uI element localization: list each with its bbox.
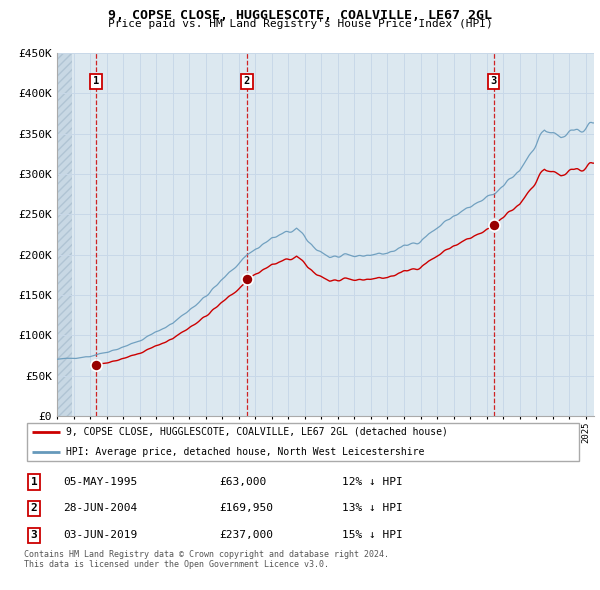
FancyBboxPatch shape bbox=[27, 423, 579, 461]
Text: Contains HM Land Registry data © Crown copyright and database right 2024.
This d: Contains HM Land Registry data © Crown c… bbox=[24, 550, 389, 569]
Text: £63,000: £63,000 bbox=[220, 477, 266, 487]
Text: 13% ↓ HPI: 13% ↓ HPI bbox=[342, 503, 403, 513]
Text: £169,950: £169,950 bbox=[220, 503, 273, 513]
Text: 3: 3 bbox=[31, 530, 37, 540]
Bar bbox=[57, 53, 72, 416]
Text: 05-MAY-1995: 05-MAY-1995 bbox=[63, 477, 137, 487]
Text: 28-JUN-2004: 28-JUN-2004 bbox=[63, 503, 137, 513]
Text: 3: 3 bbox=[490, 76, 497, 86]
Text: HPI: Average price, detached house, North West Leicestershire: HPI: Average price, detached house, Nort… bbox=[66, 447, 424, 457]
Text: 03-JUN-2019: 03-JUN-2019 bbox=[63, 530, 137, 540]
Text: 2: 2 bbox=[244, 76, 250, 86]
Text: Price paid vs. HM Land Registry's House Price Index (HPI): Price paid vs. HM Land Registry's House … bbox=[107, 19, 493, 30]
Text: 12% ↓ HPI: 12% ↓ HPI bbox=[342, 477, 403, 487]
Text: 9, COPSE CLOSE, HUGGLESCOTE, COALVILLE, LE67 2GL: 9, COPSE CLOSE, HUGGLESCOTE, COALVILLE, … bbox=[108, 9, 492, 22]
Text: 15% ↓ HPI: 15% ↓ HPI bbox=[342, 530, 403, 540]
Text: 1: 1 bbox=[31, 477, 37, 487]
Text: 2: 2 bbox=[31, 503, 37, 513]
Text: £237,000: £237,000 bbox=[220, 530, 273, 540]
Text: 9, COPSE CLOSE, HUGGLESCOTE, COALVILLE, LE67 2GL (detached house): 9, COPSE CLOSE, HUGGLESCOTE, COALVILLE, … bbox=[66, 427, 448, 437]
Text: 1: 1 bbox=[93, 76, 99, 86]
